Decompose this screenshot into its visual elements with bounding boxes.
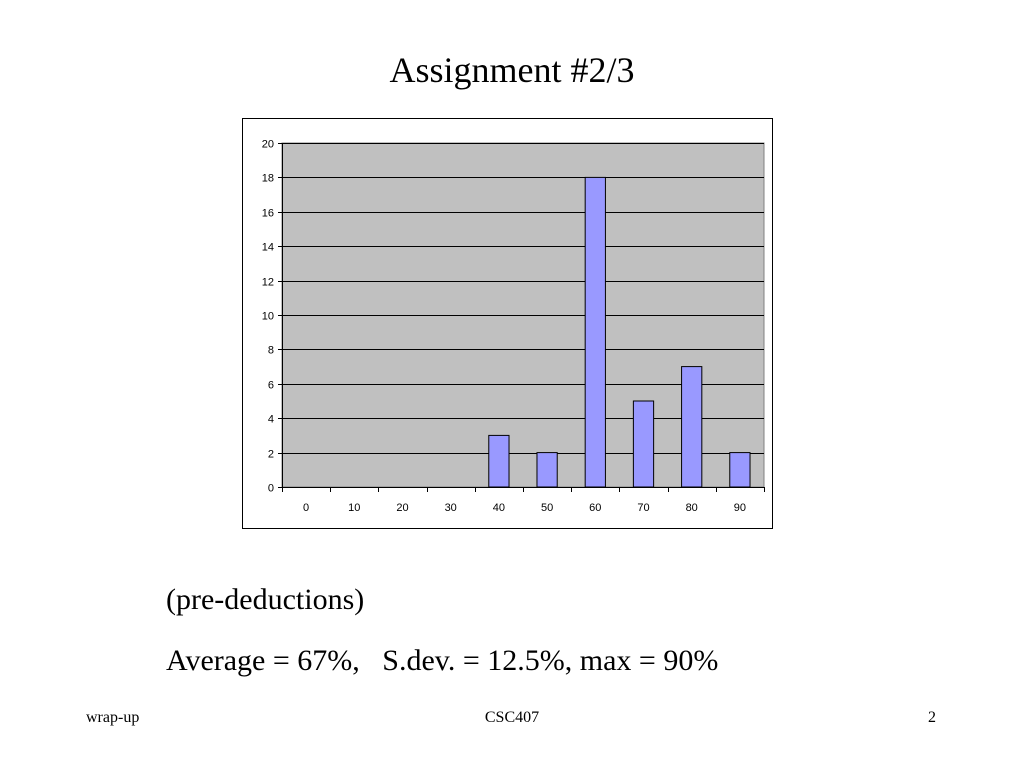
y-tick-label: 10 (262, 311, 274, 323)
y-tick-label: 12 (262, 277, 274, 289)
x-tick-label: 70 (637, 502, 649, 514)
y-tick-label: 18 (262, 173, 274, 185)
y-tick-label: 6 (268, 380, 274, 392)
bar-60 (584, 176, 606, 488)
x-tick-label: 20 (396, 502, 408, 514)
bar-40 (488, 434, 510, 488)
x-tick-label: 0 (303, 502, 309, 514)
x-tick-label: 30 (445, 502, 457, 514)
footer-center: CSC407 (484, 709, 540, 726)
subtitle-note: (pre-deductions) (166, 583, 365, 616)
y-tick-label: 14 (262, 242, 274, 254)
slide-title: Assignment #2/3 (389, 50, 635, 90)
bar-90 (729, 452, 751, 488)
chart-frame: 0 2 4 6 8 10 12 14 16 18 20 0 10 20 30 40 50 60 70 80 90 (242, 118, 773, 529)
x-tick-label: 90 (734, 502, 746, 514)
bar-70 (632, 400, 655, 488)
footer-left: wrap-up (86, 709, 140, 726)
x-tick-label: 80 (686, 502, 698, 514)
y-tick-label: 16 (262, 208, 274, 220)
bar-chart: 0 2 4 6 8 10 12 14 16 18 20 0 10 20 30 40 50 60 70 80 90 (262, 139, 765, 514)
statistics-line: Average = 67%, S.dev. = 12.5%, max = 90% (166, 644, 719, 677)
y-tick-label: 0 (268, 483, 274, 495)
bar-80 (681, 366, 703, 488)
x-tick-label: 60 (589, 502, 601, 514)
x-tick-label: 50 (541, 502, 553, 514)
y-tick-label: 20 (262, 139, 274, 151)
y-tick-label: 4 (268, 414, 274, 426)
y-tick-label: 2 (268, 449, 274, 461)
bar-50 (536, 452, 558, 488)
page-number: 2 (928, 709, 936, 726)
x-tick-label: 10 (348, 502, 360, 514)
y-tick-label: 8 (268, 345, 274, 357)
x-tick-label: 40 (493, 502, 505, 514)
